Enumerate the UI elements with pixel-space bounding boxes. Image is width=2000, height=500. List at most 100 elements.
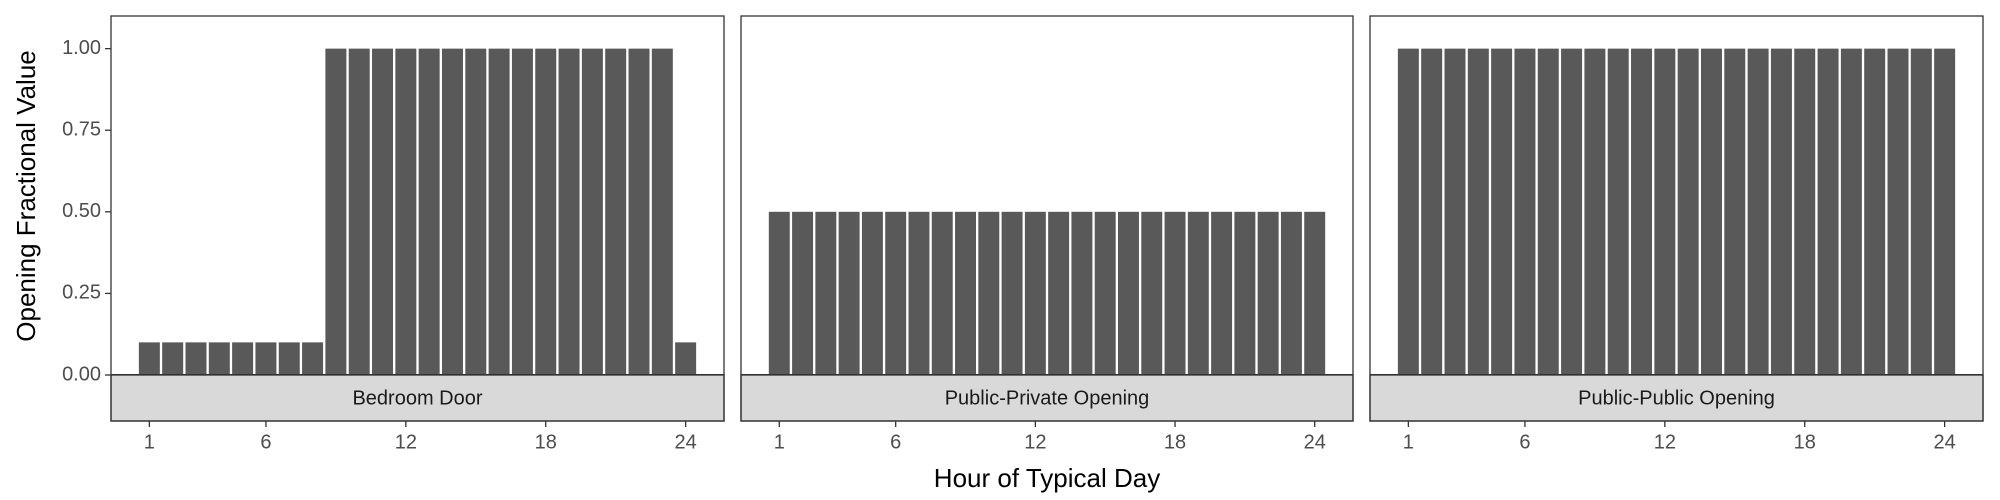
bar — [885, 211, 907, 375]
strip-label: Bedroom Door — [352, 387, 482, 409]
bar — [955, 211, 976, 375]
bar — [325, 48, 347, 376]
bar — [1280, 211, 1302, 375]
bar — [838, 211, 860, 375]
bar — [1304, 211, 1326, 375]
bar — [1747, 48, 1769, 376]
bar — [815, 211, 837, 375]
bar — [1118, 211, 1139, 375]
bar — [1001, 211, 1023, 375]
bar — [1141, 211, 1163, 375]
bar — [1444, 48, 1466, 376]
bar — [488, 48, 510, 376]
bar — [1397, 48, 1419, 376]
bar — [1561, 48, 1583, 376]
bar — [628, 48, 650, 376]
bar — [1910, 48, 1932, 376]
x-tick-label: 12 — [395, 431, 417, 453]
bar — [441, 48, 463, 376]
y-tick-label: 1.00 — [62, 37, 101, 59]
x-tick-label: 6 — [260, 431, 271, 453]
bar — [1584, 48, 1606, 376]
bar — [861, 211, 883, 375]
bar — [1094, 211, 1116, 375]
bar — [185, 342, 207, 375]
bar — [1840, 48, 1862, 376]
bar — [1187, 211, 1209, 375]
bar — [1887, 48, 1909, 376]
bar — [1700, 48, 1722, 376]
y-tick-label: 0.50 — [62, 200, 101, 222]
bar — [675, 342, 697, 375]
x-tick-label: 1 — [144, 431, 155, 453]
x-tick-label: 18 — [535, 431, 557, 453]
x-tick-label: 18 — [1794, 431, 1816, 453]
bar — [581, 48, 603, 376]
x-tick-label: 24 — [1934, 431, 1956, 453]
x-tick-label: 6 — [890, 431, 901, 453]
x-tick-label: 1 — [774, 431, 785, 453]
x-tick-label: 1 — [1403, 431, 1414, 453]
strip-label: Public-Private Opening — [945, 387, 1150, 409]
y-tick-label: 0.75 — [62, 119, 101, 141]
bar — [1491, 48, 1513, 376]
x-tick-label: 12 — [1654, 431, 1676, 453]
bar — [1864, 48, 1886, 376]
x-tick-label: 12 — [1024, 431, 1046, 453]
bar — [1724, 48, 1746, 376]
bar — [232, 342, 254, 375]
bar — [418, 48, 440, 376]
bar — [1794, 48, 1816, 376]
x-tick-label: 6 — [1519, 431, 1530, 453]
panel-border — [1369, 15, 1984, 422]
bar — [255, 342, 277, 375]
bar — [1677, 48, 1699, 376]
x-tick-label: 24 — [1304, 431, 1326, 453]
bar — [372, 48, 394, 376]
panel-border — [110, 15, 725, 422]
bar — [1934, 48, 1956, 376]
bar — [1257, 211, 1279, 375]
bar — [1234, 211, 1256, 375]
bar — [511, 48, 533, 376]
bar — [1467, 48, 1489, 376]
bar — [1537, 48, 1559, 376]
bar — [1770, 48, 1792, 376]
y-tick-label: 0.25 — [62, 282, 101, 304]
y-axis-title: Opening Fractional Value — [11, 50, 41, 341]
bar — [1164, 211, 1186, 375]
bar — [1514, 48, 1536, 376]
bar — [278, 342, 300, 375]
bar — [558, 48, 580, 376]
bar — [1654, 48, 1676, 376]
bar — [651, 48, 673, 376]
bar — [768, 211, 790, 375]
y-tick-label: 0.00 — [62, 363, 101, 385]
bar — [1631, 48, 1653, 376]
bar — [1607, 48, 1629, 376]
bar — [1024, 211, 1046, 375]
bar — [348, 48, 370, 376]
bar — [465, 48, 487, 376]
bar — [395, 48, 417, 376]
bar — [978, 211, 1000, 375]
bar — [792, 211, 814, 375]
panel-border — [740, 15, 1354, 422]
bar — [931, 211, 953, 375]
x-axis-title: Hour of Typical Day — [934, 463, 1160, 493]
bar — [1048, 211, 1070, 375]
bar — [605, 48, 627, 376]
bar — [208, 342, 230, 375]
bar — [1421, 48, 1443, 376]
bar — [1817, 48, 1839, 376]
bar — [1211, 211, 1233, 375]
bar — [908, 211, 930, 375]
bar — [1071, 211, 1093, 375]
x-tick-label: 18 — [1164, 431, 1186, 453]
x-tick-label: 24 — [675, 431, 697, 453]
bar — [535, 48, 557, 376]
bar — [138, 342, 160, 375]
bar — [302, 342, 324, 375]
strip-label: Public-Public Opening — [1578, 387, 1775, 409]
